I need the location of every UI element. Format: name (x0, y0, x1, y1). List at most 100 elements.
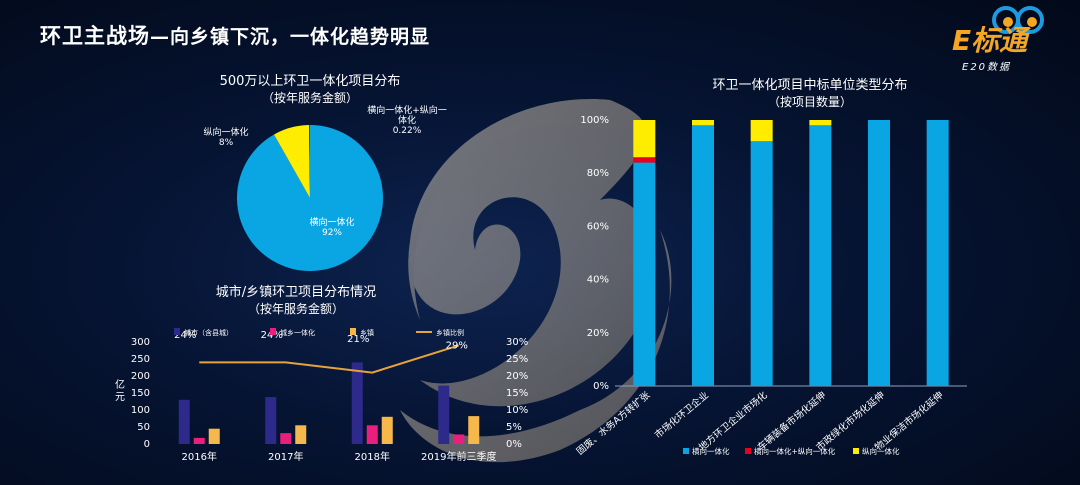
pie-label-vertical: 纵向一体化 8% (196, 128, 256, 148)
bar-0-0 (178, 399, 190, 444)
combo-chart-subtitle: （按年服务金额） (247, 302, 344, 316)
x-tick-label: 2016年 (182, 450, 217, 463)
stack-bar-0-5 (926, 120, 949, 386)
ratio-label: 24% (261, 330, 283, 341)
stack-bar-1-0 (633, 157, 656, 163)
bar-2-2 (381, 416, 393, 444)
ratio-line (199, 344, 460, 374)
pie-label-both: 横向一体化+纵向一 体化 0.22% (362, 106, 452, 136)
slide-title-main: 环卫主战场 (40, 24, 150, 48)
stacked-chart: 100%80%60%40%20%0%固废、水务A方转扩张 市场化环卫企业地方环卫企… (575, 115, 967, 458)
logo-brand: E标通 (952, 24, 1028, 57)
y-tick-label: 40% (587, 275, 609, 286)
stack-bar-0-1 (692, 125, 714, 386)
bar-1-1 (280, 433, 292, 444)
y2-tick-label: 5% (506, 422, 522, 433)
legend-label: 横向一体化 (692, 446, 730, 456)
y-tick-label: 200 (131, 371, 150, 382)
pie-chart-title-block: 500万以上环卫一体化项目分布 （按年服务金额） (180, 74, 440, 106)
stack-bar-0-4 (868, 120, 890, 386)
pie-label-vertical-value: 8% (218, 138, 234, 148)
x-tick-label: 市场化环卫企业 (652, 389, 711, 441)
pie-label-both-name-1: 横向一体化+纵向一 (367, 106, 447, 116)
legend-label: 乡镇比例 (436, 328, 464, 337)
bar-2-1 (295, 425, 307, 444)
legend-swatch (745, 448, 751, 454)
ratio-label: 29% (446, 340, 468, 351)
legend-swatch (853, 448, 859, 454)
bar-0-3 (438, 385, 450, 444)
combo-chart: 300 250 200 150 100 50 0 30% 25% 20% 15% 10% 5% 0% 亿元 2… (115, 328, 528, 463)
y-tick-label: 0% (593, 381, 609, 392)
stack-bar-2-0 (633, 120, 656, 158)
y2-tick-label: 15% (506, 388, 528, 399)
combo-chart-title-block: 城市/乡镇环卫项目分布情况 （按年服务金额） (196, 285, 396, 317)
pie-chart-title: 500万以上环卫一体化项目分布 (219, 74, 401, 89)
stack-bar-2-2 (750, 120, 773, 142)
stack-bar-2-3 (809, 120, 832, 126)
combo-chart-title: 城市/乡镇环卫项目分布情况 (215, 285, 377, 300)
logo-eyes-icon (992, 6, 1044, 34)
pie-label-both-name-2: 体化 (397, 116, 416, 126)
stack-bar-2-1 (692, 120, 714, 126)
legend-label: 横向一体化+纵向一体化 (754, 446, 836, 456)
x-tick-label: 2017年 (268, 450, 303, 463)
y-tick-label: 80% (587, 168, 609, 179)
legend-label: 纵向一体化 (862, 446, 900, 456)
y-tick-label: 100% (580, 115, 609, 126)
y2-tick-label: 30% (506, 337, 528, 348)
ratio-label: 21% (347, 334, 369, 345)
slide-title: 环卫主战场—向乡镇下沉，一体化趋势明显 (40, 20, 430, 50)
pie-slice-1 (274, 125, 310, 198)
legend-swatch (683, 448, 689, 454)
y-tick-label: 0 (144, 439, 150, 450)
x-tick-label: 2019年前三季度 (421, 450, 496, 463)
legend-label: 乡镇 (360, 328, 374, 337)
y-tick-label: 50 (137, 422, 150, 433)
bar-1-3 (453, 434, 465, 444)
legend-label: 城市（含县城） (184, 328, 233, 337)
y-tick-label: 150 (131, 388, 150, 399)
stack-chart-subtitle: （按项目数量） (767, 95, 852, 109)
pie-label-vertical-name: 纵向一体化 (203, 128, 249, 138)
ratio-label: 24% (174, 330, 196, 341)
pie-chart-subtitle: （按年服务金额） (261, 91, 358, 105)
y-tick-label: 20% (587, 328, 609, 339)
y-axis-label: 亿 (115, 378, 125, 391)
logo-tagline: E20数据 (962, 62, 1012, 73)
y-tick-label: 250 (131, 354, 150, 365)
stack-bar-0-2 (750, 141, 773, 386)
e20-logo: E标通 E20数据 (944, 6, 1044, 74)
pie-slice-2 (308, 125, 310, 198)
y-tick-label: 300 (131, 337, 150, 348)
pie-label-horizontal-name: 横向一体化 (309, 218, 355, 228)
bar-2-0 (208, 428, 220, 444)
pie-chart (237, 125, 383, 271)
y2-tick-label: 10% (506, 405, 528, 416)
stack-bar-0-0 (633, 162, 656, 386)
stack-chart-title-block: 环卫一体化项目中标单位类型分布 （按项目数量） (690, 78, 930, 110)
slide-subtitle: —向乡镇下沉，一体化趋势明显 (150, 26, 431, 48)
y-tick-label: 60% (587, 221, 609, 232)
y-tick-label: 100 (131, 405, 150, 416)
legend-swatch (350, 328, 356, 335)
y2-tick-label: 0% (506, 439, 522, 450)
legend-label: 城乡一体化 (280, 328, 315, 337)
y2-tick-label: 20% (506, 371, 528, 382)
bar-2-3 (468, 416, 480, 444)
x-tick-label: 固废、水务A方转扩张 (575, 389, 653, 458)
y-axis-label: 元 (115, 392, 125, 403)
pie-label-horizontal: 横向一体化 92% (300, 218, 364, 238)
swirl-watermark-icon (400, 99, 672, 463)
bar-0-1 (265, 397, 277, 444)
pie-label-horizontal-value: 92% (321, 228, 342, 238)
bar-0-2 (351, 362, 363, 444)
pie-label-both-value: 0.22% (392, 126, 422, 136)
bar-1-2 (366, 425, 378, 444)
stack-bar-0-3 (809, 125, 832, 386)
bar-1-0 (193, 437, 205, 444)
legend-swatch (270, 328, 276, 335)
stack-chart-title: 环卫一体化项目中标单位类型分布 (712, 78, 908, 93)
legend-swatch (174, 328, 180, 335)
y2-tick-label: 25% (506, 354, 528, 365)
